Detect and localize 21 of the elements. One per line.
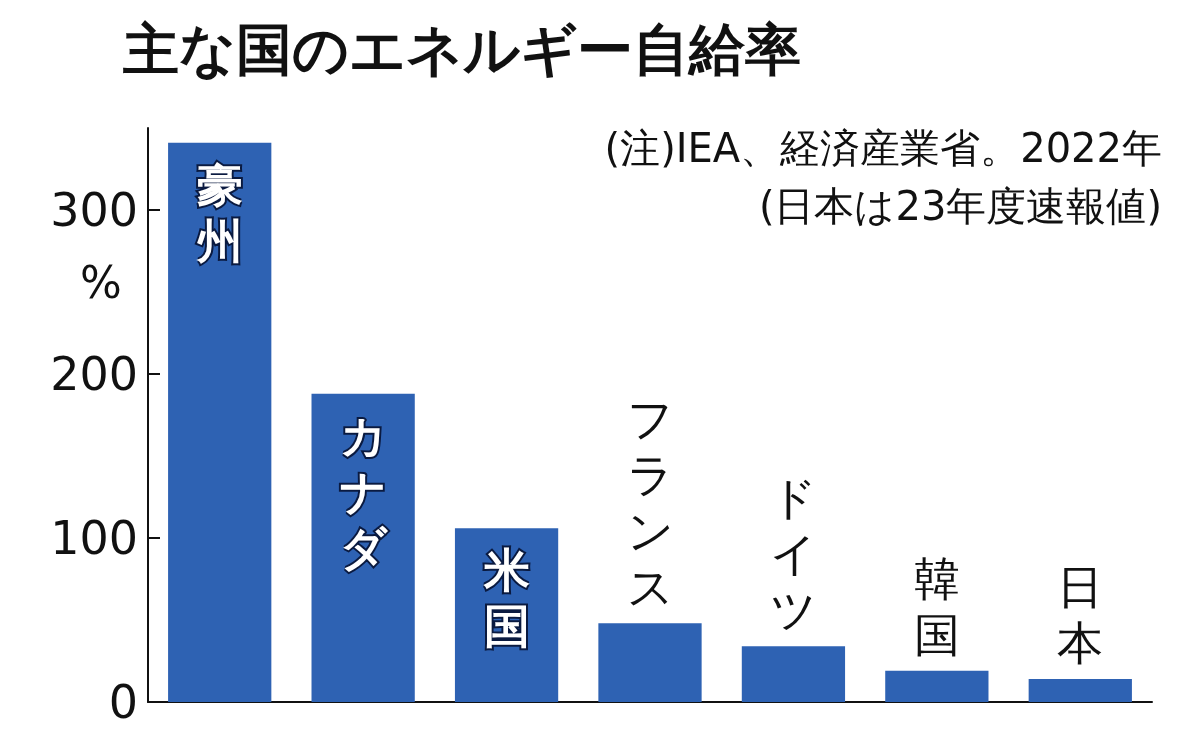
x-tick-label: 豪州 [195,157,243,268]
bar [1028,679,1132,702]
bar [598,623,702,702]
x-tick-label: ドイツ [769,471,817,638]
y-tick-label: 300 [50,183,138,237]
chart-title: 主な国のエネルギー自給率 [122,16,801,82]
bar [168,142,272,702]
y-axis-title: % [80,256,122,308]
bar [741,646,846,702]
y-tick-label: 0 [108,675,138,729]
x-tick-label: カナダ [339,408,388,575]
bar [885,670,989,702]
y-tick-label: 200 [50,347,138,401]
x-tick-label: 米国 [482,543,530,654]
x-tick-label: 韓国 [913,551,960,662]
annotation: (日本は23年度速報値) [758,183,1162,229]
x-tick-label: 日本 [1057,560,1104,671]
annotation: (注)IEA、経済産業省。2022年 [604,125,1163,171]
x-tick-label: フランス [626,392,674,615]
bar [311,393,415,702]
y-tick-label: 100 [50,511,138,565]
